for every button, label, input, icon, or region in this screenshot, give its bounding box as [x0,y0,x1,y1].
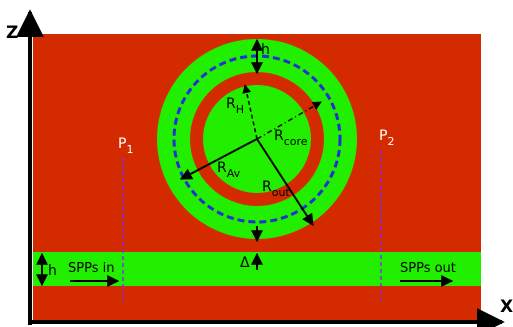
p1-sub: 1 [126,143,133,156]
r-av-line [179,138,258,180]
p1-label: P1 [118,136,133,156]
spps-out-label: SPPs out [400,261,456,276]
r-core-main: R [274,128,284,144]
r-out-main: R [262,179,272,195]
r-h-sub: H [236,103,244,116]
r-out-label: Rout [262,179,290,199]
r-av-main: R [217,160,227,176]
p2-sub: 2 [387,135,394,148]
r-h-main: R [226,96,236,112]
z-axis-label: Z [6,23,18,43]
p2-main: P [379,128,387,144]
r-out-line [256,138,314,227]
r-core-sub: core [284,135,308,148]
r-av-label: RAv [217,160,241,180]
r-h-line [242,84,258,140]
p1-main: P [118,136,126,152]
spps-in-label: SPPs in [68,261,114,276]
r-out-sub: out [272,186,291,199]
h-top-label: h [261,42,270,58]
delta-label: Δ [240,255,250,271]
r-core-line [256,101,322,140]
r-h-label: RH [226,96,244,116]
r-av-sub: Av [227,167,241,180]
r-core-label: Rcore [274,128,308,148]
h-side-label: h [48,263,57,279]
p2-label: P2 [379,128,394,148]
x-axis-label: X [500,297,513,317]
